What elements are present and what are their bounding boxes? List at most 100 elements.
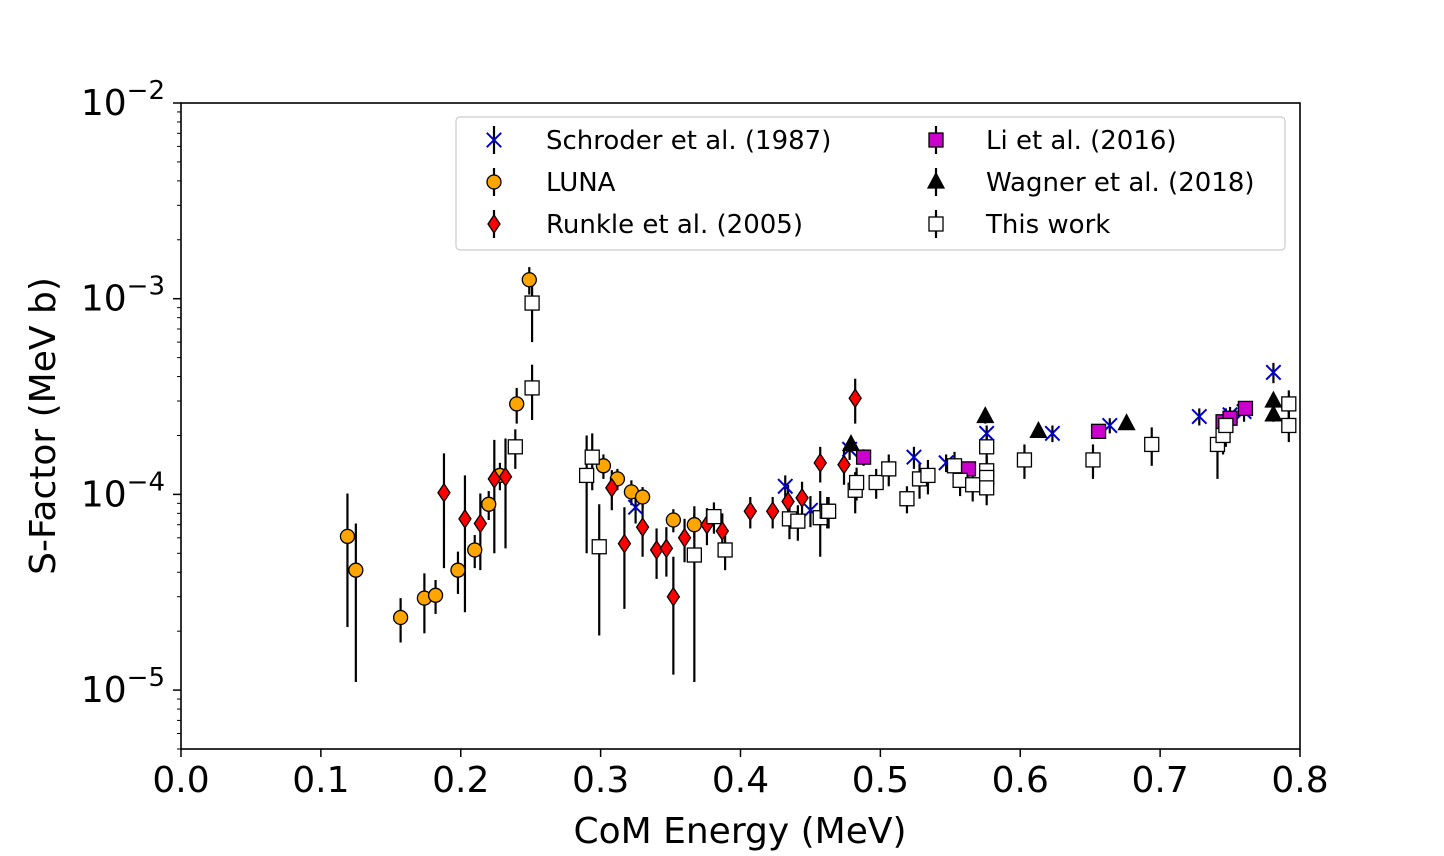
data-point [841,434,861,452]
legend-marker [486,132,502,148]
data-point [666,586,681,607]
legend-label: This work [985,210,1110,240]
data-point [790,513,806,529]
data-point [717,542,733,558]
x-tick-label: 0.8 [1271,760,1328,801]
data-point [458,508,472,530]
data-point [976,406,995,424]
data-point [979,480,995,496]
data-point [1144,436,1160,453]
data-point [706,508,722,525]
data-point [665,512,682,528]
data-point [848,388,862,409]
y-tick-label: 10−2 [81,76,165,124]
x-tick-label: 0.3 [572,760,629,801]
legend-label: Schroder et al. (1987) [546,126,831,156]
data-point [965,477,981,493]
x-tick-label: 0.4 [712,760,769,801]
data-point [686,547,702,563]
data-point [765,501,780,522]
data-point [507,439,523,455]
legend-marker [486,174,502,190]
data-point [467,542,483,558]
legend-marker [926,171,946,189]
data-point [1264,404,1283,422]
data-point [813,452,828,473]
data-point [481,496,497,512]
data-point [348,562,364,578]
data-point [1281,396,1297,412]
legend-marker [487,213,501,235]
data-point [427,587,444,603]
data-point [339,528,356,545]
legend-label: Wagner et al. (2018) [986,168,1255,198]
data-point [578,467,595,484]
x-axis-label: CoM Energy (MeV) [573,811,906,852]
data-point [715,520,730,542]
legend-marker [928,132,944,148]
data-point [524,380,540,396]
data-point [473,513,488,534]
data-point [1218,417,1234,434]
data-point [837,454,851,475]
data-point [584,449,600,465]
data-point [487,468,502,490]
x-tick-label: 0.6 [992,760,1049,801]
data-point [899,491,915,507]
x-axis: 0.0 0.1 0.2 0.3 0.4 0.5 0.6 0.7 0.8 [152,749,1329,801]
y-tick-label: 10−4 [81,467,165,515]
data-point [605,477,619,499]
data-point [1191,408,1208,425]
data-point [881,461,897,477]
data-point [820,503,837,519]
data-point [677,527,692,548]
x-tick-label: 0.1 [292,760,349,801]
legend: Schroder et al. (1987) LUNA Runkle et al. … [455,116,1286,251]
legend-frame [455,116,1286,251]
data-point [1281,417,1297,434]
legend-label: Li et al. (2016) [986,126,1177,156]
data-point [855,449,872,465]
data-point [595,458,612,474]
data-point [979,439,995,455]
data-point [1265,364,1282,381]
data-point [437,482,451,503]
x-tick-label: 0.2 [432,760,489,801]
data-point [978,425,995,442]
data-point [498,466,513,487]
data-point [781,491,795,512]
data-point [906,449,922,466]
data-point [848,474,865,491]
data-point [1237,400,1254,417]
data-point [1090,423,1107,439]
markers-layer [339,272,1297,626]
y-axis: 10−5 10−4 10−3 10−2 [81,76,181,750]
data-point [795,487,809,509]
data-point [450,562,466,578]
data-point [946,458,963,474]
y-axis-label: S-Factor (MeV b) [23,277,64,575]
x-tick-label: 0.5 [852,760,909,801]
data-point [635,516,650,538]
data-point [1016,452,1033,468]
legend-label: Runkle et al. (2005) [546,210,803,240]
x-tick-label: 0.0 [152,760,209,801]
data-point [1044,425,1061,442]
data-point [686,517,702,533]
data-point [591,539,607,555]
data-point [868,474,884,491]
data-point [920,467,936,484]
data-point [521,272,537,288]
data-point [509,396,525,412]
data-point [392,609,409,626]
x-tick-label: 0.7 [1131,760,1188,801]
data-point [1029,420,1048,438]
data-point [1085,452,1101,468]
data-point [659,538,674,559]
y-tick-label: 10−5 [81,663,165,711]
legend-marker [928,216,944,232]
data-point [617,533,632,554]
data-point [777,478,794,495]
data-point [634,489,651,505]
data-point [952,472,968,488]
